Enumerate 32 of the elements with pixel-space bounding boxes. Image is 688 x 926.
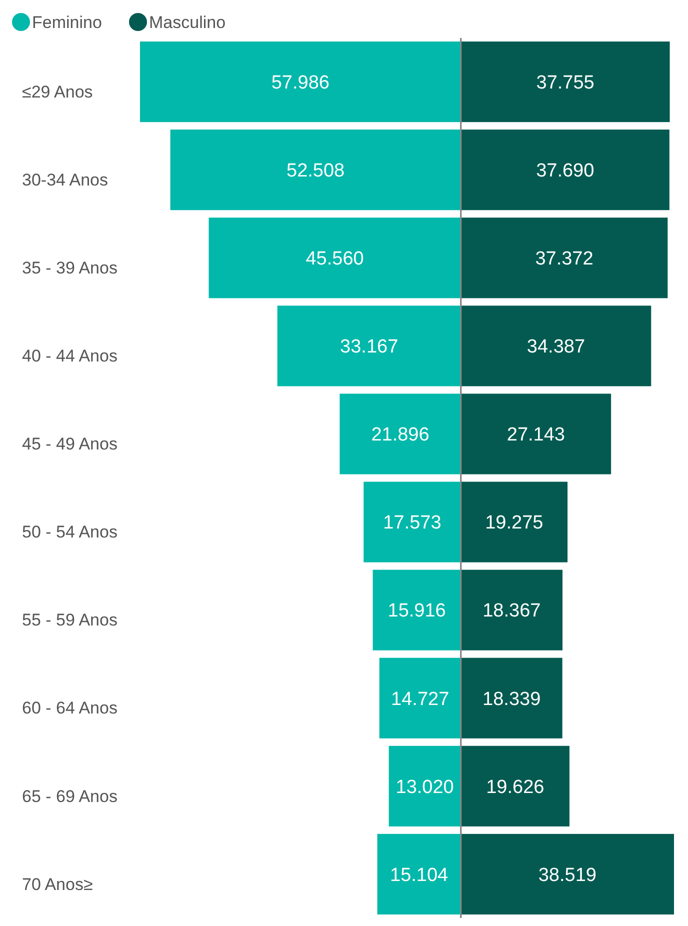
y-tick-label: ≤29 Anos xyxy=(22,82,93,102)
data-label: 15.916 xyxy=(388,600,446,622)
data-label: 27.143 xyxy=(506,424,566,446)
data-label: 17.573 xyxy=(383,512,442,534)
data-label: 37.372 xyxy=(535,248,594,270)
data-label: 33.167 xyxy=(340,336,398,358)
data-label: 34.387 xyxy=(526,336,586,358)
y-tick-label: 60 - 64 Anos xyxy=(22,698,118,718)
legend-label: Feminino xyxy=(32,12,102,32)
data-label: 37.755 xyxy=(536,72,594,94)
data-label: 57.986 xyxy=(271,72,330,94)
y-tick-label: 50 - 54 Anos xyxy=(22,522,118,542)
data-label: 19.275 xyxy=(485,512,544,534)
y-tick-label: 40 - 44 Anos xyxy=(22,346,118,366)
y-tick-label: 65 - 69 Anos xyxy=(22,786,118,806)
data-label: 38.519 xyxy=(538,864,596,886)
data-label: 21.896 xyxy=(371,424,430,446)
data-label: 52.508 xyxy=(286,160,345,182)
y-tick-label: 70 Anos≥ xyxy=(22,874,93,894)
y-tick-label: 55 - 59 Anos xyxy=(22,610,118,630)
legend-label: Masculino xyxy=(149,12,226,32)
data-label: 18.367 xyxy=(482,600,541,622)
data-label: 19.626 xyxy=(486,776,544,798)
data-label: 15.104 xyxy=(390,864,449,886)
data-label: 14.727 xyxy=(391,688,450,710)
y-tick-label: 30-34 Anos xyxy=(22,170,108,190)
data-label: 13.020 xyxy=(396,776,454,798)
data-label: 45.560 xyxy=(306,248,364,270)
y-tick-label: 45 - 49 Anos xyxy=(22,434,118,454)
data-label: 37.690 xyxy=(536,160,594,182)
y-tick-label: 35 - 39 Anos xyxy=(22,258,118,278)
data-label: 18.339 xyxy=(482,688,541,710)
